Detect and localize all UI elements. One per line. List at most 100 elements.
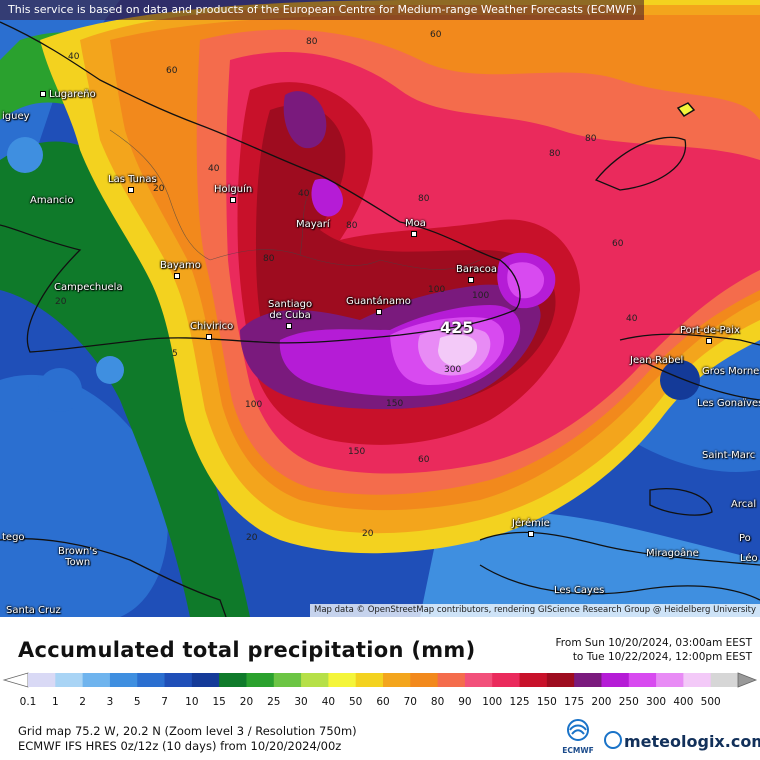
scale-swatch xyxy=(273,673,302,687)
ecmwf-label: ECMWF xyxy=(562,746,594,755)
city-mayari[interactable]: Mayarí xyxy=(296,219,330,230)
city-moa[interactable]: Moa xyxy=(405,218,426,240)
scale-tick-label: 10 xyxy=(185,696,199,708)
scale-tick-label: 5 xyxy=(133,696,141,708)
city-campechuela[interactable]: Campechuela xyxy=(54,282,123,293)
city-marker-icon xyxy=(40,91,46,97)
city-iguey[interactable]: iguey xyxy=(2,111,30,122)
city-marker-icon xyxy=(706,338,712,344)
city-santiago-de-cuba[interactable]: Santiago de Cuba xyxy=(268,299,312,332)
contour-label: 80 xyxy=(263,254,275,264)
city-bayamo[interactable]: Bayamo xyxy=(160,260,201,282)
city-browns-town[interactable]: Brown's Town xyxy=(58,546,98,568)
city-jeremie[interactable]: Jérémie xyxy=(512,518,550,540)
city-las-tunas[interactable]: Las Tunas xyxy=(108,174,157,196)
contour-label: 300 xyxy=(444,365,462,375)
time-from: From Sun 10/20/2024, 03:00am EEST xyxy=(555,637,752,649)
city-les-gonaives[interactable]: Les Gonaïves xyxy=(697,398,760,409)
city-leo[interactable]: Léo xyxy=(740,553,758,564)
scale-swatch xyxy=(137,673,166,687)
city-marker-icon xyxy=(468,277,474,283)
contour-label: 100 xyxy=(245,400,263,410)
city-marker-icon xyxy=(285,323,292,329)
scale-tick-label: 1 xyxy=(51,696,59,708)
contour-label: 150 xyxy=(386,399,404,409)
time-range: From Sun 10/20/2024, 03:00am EEST to Tue… xyxy=(556,636,752,664)
scale-tick-label: 50 xyxy=(349,696,363,708)
city-tego[interactable]: tego xyxy=(2,532,25,543)
scale-tick-label: 100 xyxy=(482,696,503,708)
scale-swatch xyxy=(301,673,329,687)
scale-swatch xyxy=(601,673,630,687)
scale-swatch xyxy=(219,673,247,687)
contour-label: 100 xyxy=(428,285,446,295)
meteologix-logo[interactable]: meteologix.com xyxy=(604,731,760,751)
precipitation-field xyxy=(0,0,760,617)
city-saint-marc[interactable]: Saint-Marc xyxy=(702,450,756,461)
contour-label: 60 xyxy=(612,239,624,249)
scale-swatch xyxy=(437,673,466,687)
city-miragoane[interactable]: Miragoâne xyxy=(646,548,699,559)
ecmwf-logo-icon xyxy=(567,719,589,741)
scale-tick-label: 250 xyxy=(618,696,639,708)
city-jean-rabel[interactable]: Jean-Rabel xyxy=(630,355,684,366)
scale-tick-label: 20 xyxy=(239,696,254,708)
ecmwf-logo[interactable]: ECMWF xyxy=(556,718,600,756)
grid-info: Grid map 75.2 W, 20.2 N (Zoom level 3 / … xyxy=(18,724,357,738)
precipitation-map[interactable]: This service is based on data and produc… xyxy=(0,0,760,617)
city-chivirico[interactable]: Chivirico xyxy=(190,321,233,343)
city-arcal[interactable]: Arcal xyxy=(731,499,757,510)
scale-swatch xyxy=(683,673,712,687)
scale-tick-label: 0.1 xyxy=(19,696,37,708)
city-marker-icon xyxy=(528,531,534,537)
contour-label: 40 xyxy=(208,164,220,174)
city-marker-icon xyxy=(206,334,212,340)
scale-tick-label: 80 xyxy=(430,696,445,708)
scale-swatch xyxy=(656,673,684,687)
scale-tick-label: 300 xyxy=(646,696,667,708)
city-marker-icon xyxy=(376,309,382,315)
scale-tick-label: 25 xyxy=(267,696,281,708)
city-holguin[interactable]: Holguín xyxy=(214,184,252,206)
scale-tick-label: 60 xyxy=(376,696,390,708)
color-scale-ticks: 0.1 1 2 3 5 7 10 15 20 25 30 40 50 60 70 80 90 100 125 150 1… xyxy=(0,696,760,710)
city-po[interactable]: Po xyxy=(739,533,751,544)
scale-swatch xyxy=(546,673,575,687)
city-port-de-paix[interactable]: Port-de-Paix xyxy=(680,325,740,347)
scale-tick-label: 15 xyxy=(212,696,226,708)
city-les-cayes[interactable]: Les Cayes xyxy=(554,585,605,596)
city-santa-cruz[interactable]: Santa Cruz xyxy=(6,605,61,616)
scale-swatch xyxy=(519,673,548,687)
city-marker-icon xyxy=(230,197,236,203)
city-lugareno[interactable]: Lugareño xyxy=(40,89,96,100)
city-guantanamo[interactable]: Guantánamo xyxy=(346,296,411,318)
scale-tick-label: 3 xyxy=(106,696,114,708)
map-attribution[interactable]: Map data © OpenStreetMap contributors, r… xyxy=(310,604,760,617)
scale-swatch xyxy=(710,673,739,687)
scale-swatch xyxy=(574,673,602,687)
contour-label: 80 xyxy=(346,221,358,231)
legend-title: Accumulated total precipitation (mm) xyxy=(18,638,476,662)
contour-label: 40 xyxy=(68,52,80,62)
contour-label: 100 xyxy=(472,291,490,301)
contour-label: 80 xyxy=(306,37,318,47)
scale-tick-label: 150 xyxy=(536,696,557,708)
scale-swatch xyxy=(246,673,275,687)
contour-label: 80 xyxy=(418,194,430,204)
contour-label: 5 xyxy=(172,349,178,359)
city-baracoa[interactable]: Baracoa xyxy=(456,264,497,286)
scale-tick-label: 70 xyxy=(403,696,417,708)
contour-label: 80 xyxy=(585,134,597,144)
map-metadata: Grid map 75.2 W, 20.2 N (Zoom level 3 / … xyxy=(18,724,357,754)
time-to: to Tue 10/22/2024, 12:00pm EEST xyxy=(572,651,752,663)
scale-swatch xyxy=(355,673,384,687)
city-gros-morne[interactable]: Gros Morne xyxy=(702,366,760,377)
city-amancio[interactable]: Amancio xyxy=(30,195,74,206)
contour-label: 150 xyxy=(348,447,366,457)
scale-swatch xyxy=(191,673,220,687)
scale-tick-label: 400 xyxy=(673,696,694,708)
scale-swatch xyxy=(82,673,111,687)
contour-label: 60 xyxy=(166,66,178,76)
scale-tick-label: 500 xyxy=(700,696,721,708)
city-marker-icon xyxy=(411,231,417,237)
